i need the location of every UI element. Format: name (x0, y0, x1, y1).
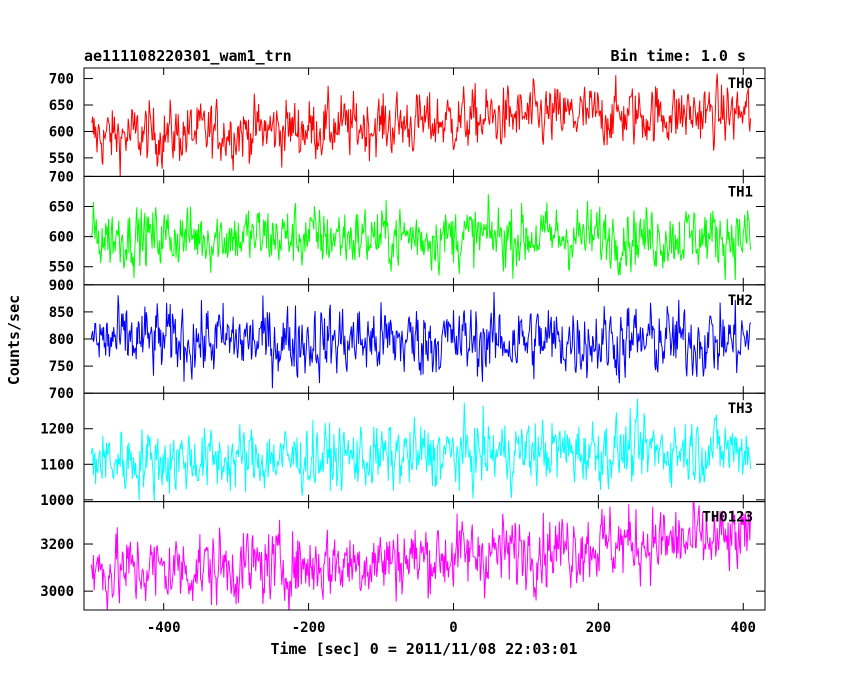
y-tick-label: 3200 (40, 537, 74, 553)
y-tick-label: 1000 (40, 493, 74, 509)
panel-th1: 550 600 650 700 TH1 (49, 169, 766, 286)
y-tick-label: 700 (49, 72, 74, 88)
y-tick-label: 700 (49, 386, 74, 402)
x-tick-label: -200 (292, 620, 326, 636)
x-tick-label: 200 (586, 620, 611, 636)
series-th3 (90, 398, 751, 502)
panel-label: TH2 (728, 293, 753, 309)
y-tick-label: 1100 (40, 457, 74, 473)
panels: 550 600 650 700 TH0 550 600 650 700 TH1 700 750 800 8… (40, 67, 766, 611)
y-tick-label: 600 (49, 230, 74, 246)
y-tick-label: 800 (49, 332, 74, 348)
series-th2 (90, 291, 751, 389)
panel-th0: 550 600 650 700 TH0 (49, 67, 766, 177)
panel-th2: 700 750 800 850 900 TH2 (49, 278, 766, 402)
panel-frame (83, 501, 766, 611)
panel-th0123: 3000 3200 TH0123 (40, 501, 766, 611)
y-tick-label: 750 (49, 359, 74, 375)
series-th0 (90, 73, 751, 177)
panel-th3: 1000 1100 1200 TH3 (40, 392, 766, 509)
y-tick-label: 700 (49, 169, 74, 185)
y-tick-label: 550 (49, 151, 74, 167)
y-tick-label: 3000 (40, 584, 74, 600)
y-tick-label: 1200 (40, 422, 74, 438)
bin-time-label: Bin time: 1.0 s (611, 47, 746, 65)
x-axis: -400 -200 0 200 400 (147, 620, 756, 636)
panel-label: TH0123 (702, 510, 753, 526)
series-th1 (90, 194, 751, 281)
panel-frame (83, 284, 766, 394)
y-tick-label: 600 (49, 124, 74, 140)
panel-label: TH1 (728, 184, 753, 200)
y-tick-label: 550 (49, 260, 74, 276)
y-tick-label: 850 (49, 305, 74, 321)
y-tick-label: 900 (49, 278, 74, 294)
x-axis-label: Time [sec] 0 = 2011/11/08 22:03:01 (270, 640, 577, 658)
y-axis-label: Counts/sec (5, 295, 23, 385)
y-tick-label: 650 (49, 98, 74, 114)
series-th0123 (90, 501, 751, 611)
panel-label: TH3 (728, 401, 753, 417)
x-tick-label: 0 (449, 620, 457, 636)
y-tick-label: 650 (49, 200, 74, 216)
panel-label: TH0 (728, 76, 753, 92)
x-tick-label: -400 (147, 620, 181, 636)
chart-title: ae111108220301_wam1_trn (84, 47, 292, 65)
x-tick-label: 400 (731, 620, 756, 636)
